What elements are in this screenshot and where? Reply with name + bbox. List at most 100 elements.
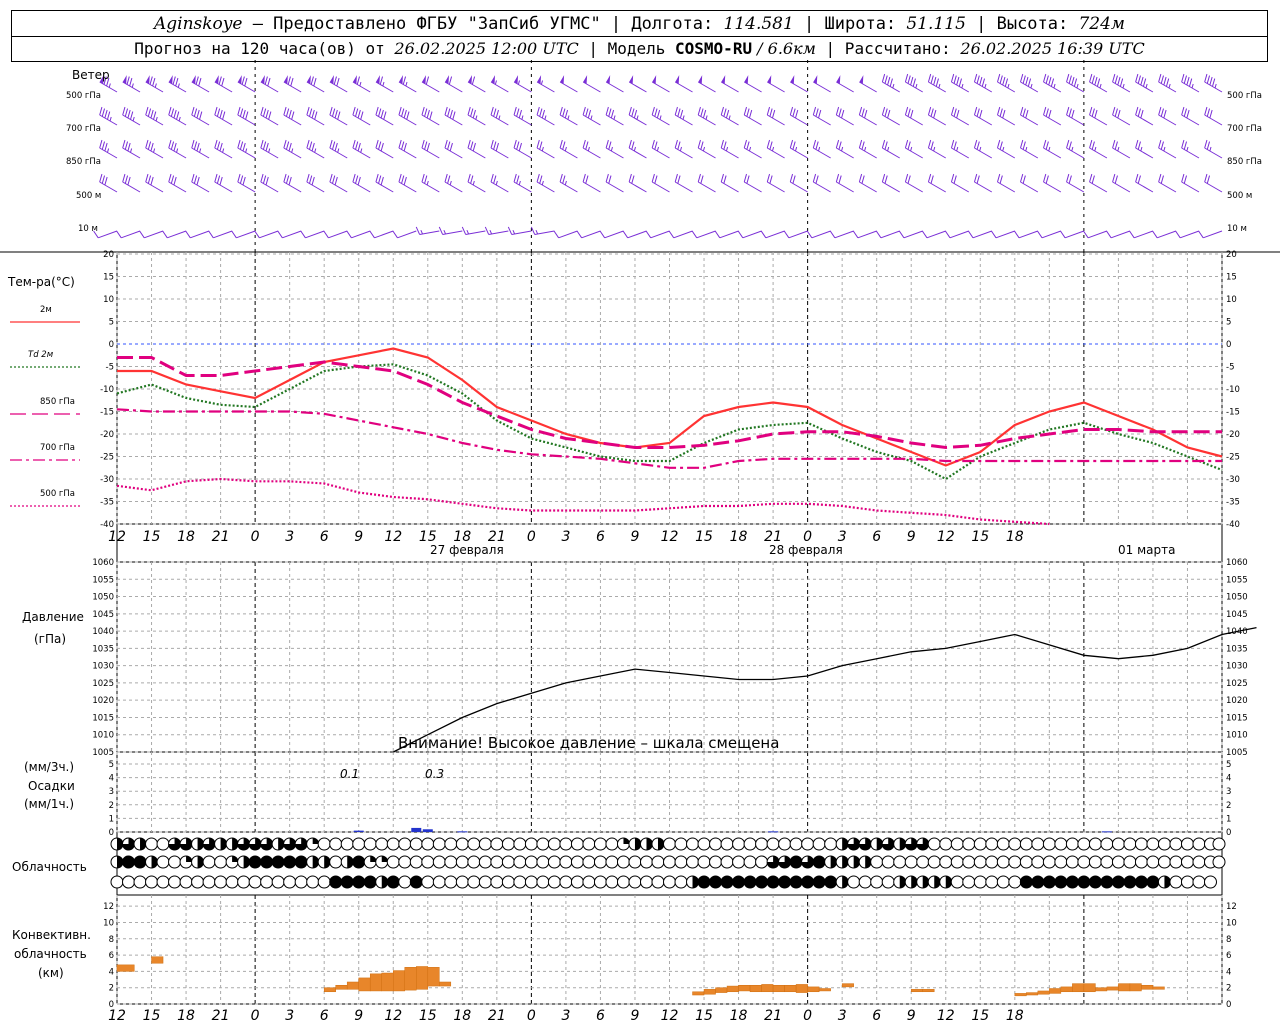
cloud-circle bbox=[1192, 837, 1206, 851]
wind-barb bbox=[168, 75, 187, 93]
wind-barb bbox=[444, 75, 463, 93]
y-tick-label: 1015 bbox=[92, 713, 114, 723]
x-tick-label: 15 bbox=[695, 1008, 713, 1024]
conv-bar bbox=[1141, 984, 1154, 990]
x-tick-label: 21 bbox=[488, 529, 506, 545]
x-tick-label: 3 bbox=[285, 1008, 294, 1024]
wind-barb bbox=[859, 75, 877, 93]
cloud-circle bbox=[375, 855, 389, 869]
cloud-circle bbox=[697, 875, 711, 889]
wind-barb bbox=[743, 106, 762, 126]
wind-barb bbox=[950, 173, 970, 193]
wind-barb bbox=[559, 139, 578, 159]
model-name: COSMO-RU bbox=[675, 39, 753, 58]
header-title-row: Aginskoye – Предоставлено ФГБУ "ЗапСиб У… bbox=[11, 10, 1268, 37]
conv-bar bbox=[692, 991, 705, 996]
wind-barb bbox=[260, 173, 279, 193]
cloud-circle bbox=[582, 875, 596, 889]
wind-barb bbox=[300, 230, 325, 239]
y-tick-label: 1020 bbox=[92, 696, 114, 706]
wind-barb bbox=[628, 173, 647, 193]
cloud-circle bbox=[605, 875, 619, 889]
temperature-series bbox=[116, 347, 1223, 526]
wind-barb bbox=[835, 139, 854, 159]
cloud-circle bbox=[409, 875, 423, 889]
wind-barb bbox=[536, 173, 555, 193]
cloud-circle bbox=[593, 875, 607, 889]
cloud-circle bbox=[893, 875, 907, 889]
cloud-circle bbox=[1123, 837, 1137, 851]
cloud-circle bbox=[352, 875, 366, 889]
cloud-circle bbox=[145, 875, 159, 889]
wind-barb bbox=[697, 106, 716, 126]
cloud-circle bbox=[225, 875, 239, 889]
wind-barb bbox=[697, 75, 716, 93]
wind-title: Ветер bbox=[72, 68, 110, 82]
cloud-circle bbox=[835, 875, 849, 889]
wind-barb bbox=[1112, 173, 1131, 193]
cloud-circle bbox=[225, 855, 239, 869]
wind-barb bbox=[806, 230, 831, 239]
cloud-circle bbox=[478, 855, 492, 869]
cloud-circle bbox=[766, 875, 780, 889]
pressure-series bbox=[393, 626, 1257, 753]
cloud-circle bbox=[340, 855, 354, 869]
cloud-circle bbox=[294, 855, 308, 869]
wind-barb bbox=[237, 106, 256, 126]
y-tick-label: 1030 bbox=[92, 662, 114, 672]
wind-barb bbox=[191, 106, 210, 126]
cloud-circle bbox=[386, 875, 400, 889]
wind-barb bbox=[467, 106, 486, 126]
precip-bar bbox=[422, 829, 433, 832]
precip-bar bbox=[1101, 831, 1112, 833]
cloud-circle bbox=[306, 837, 320, 851]
cloud-circle bbox=[663, 855, 676, 869]
wind-barb bbox=[513, 106, 532, 126]
wind-barb bbox=[1135, 173, 1154, 193]
cloud-circle bbox=[1077, 837, 1091, 851]
wind-barb bbox=[1020, 106, 1039, 126]
x-tick-label: 6 bbox=[872, 1008, 881, 1024]
x-tick-label: 6 bbox=[872, 529, 881, 545]
cloud-title: Облачность bbox=[12, 860, 87, 874]
wind-barb bbox=[898, 230, 923, 239]
legend-label: 700 гПа bbox=[40, 443, 75, 453]
date-label: 28 февраля bbox=[769, 543, 843, 557]
x-tick-label: 18 bbox=[1006, 529, 1024, 545]
y-tick-label-right: 15 bbox=[1226, 273, 1237, 283]
cloud-circle bbox=[824, 875, 838, 889]
cloud-circle bbox=[973, 875, 987, 889]
cloud-circle bbox=[743, 855, 757, 869]
conv-bar bbox=[1129, 983, 1142, 992]
cloud-circle bbox=[1088, 875, 1102, 889]
x-tick-label: 18 bbox=[730, 1008, 748, 1024]
wind-barb bbox=[1181, 106, 1200, 126]
cloud-circle bbox=[697, 855, 711, 869]
conv-bar bbox=[427, 967, 440, 987]
x-tick-label: 12 bbox=[384, 529, 402, 545]
cloud-circle bbox=[329, 855, 343, 869]
wind-barb bbox=[1175, 230, 1200, 239]
wind-barb bbox=[766, 173, 785, 193]
cloud-circle bbox=[179, 875, 193, 889]
cloud-circle bbox=[1180, 855, 1194, 869]
wind-barb bbox=[766, 139, 785, 159]
cloud-circle bbox=[582, 837, 596, 851]
cloud-circle bbox=[306, 875, 320, 889]
cloud-circle bbox=[329, 875, 343, 889]
x-tick-label: 6 bbox=[596, 1008, 605, 1024]
wind-barb bbox=[214, 106, 233, 126]
conv-bar bbox=[784, 984, 797, 993]
cloud-circle bbox=[1157, 855, 1171, 869]
y-tick-label-right: 1050 bbox=[1226, 593, 1248, 603]
y-tick-label: -40 bbox=[100, 520, 114, 530]
cloud-circle bbox=[398, 837, 412, 851]
cloud-circle bbox=[363, 837, 377, 851]
wind-barb bbox=[352, 173, 371, 193]
wind-barb bbox=[760, 230, 785, 239]
cloud-circle bbox=[375, 837, 389, 851]
cloud-circle bbox=[1192, 875, 1206, 889]
wind-barb bbox=[720, 173, 739, 193]
cloud-circle bbox=[1180, 875, 1194, 889]
cloud-circle bbox=[1088, 855, 1102, 869]
